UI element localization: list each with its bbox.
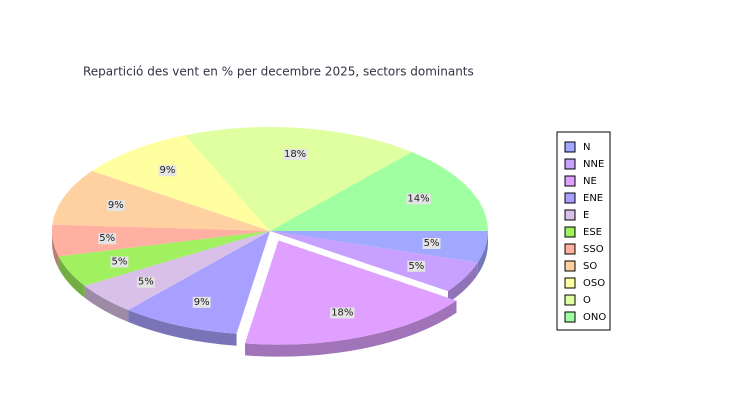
data-label-bg (106, 200, 125, 212)
data-label: 9% (194, 297, 210, 308)
legend-label: ENE (583, 193, 603, 204)
legend-swatch (564, 243, 576, 255)
data-label: 5% (138, 277, 154, 288)
legend-label: N (583, 142, 590, 153)
slice-side (245, 300, 457, 357)
data-label: 5% (99, 233, 115, 244)
slice-side (477, 231, 488, 275)
data-label-bg (407, 260, 426, 272)
legend-swatch (564, 209, 576, 221)
data-label: 14% (407, 193, 429, 204)
legend-label: ESE (583, 227, 602, 238)
slice (84, 231, 270, 310)
slice-side (52, 231, 59, 269)
legend-label: ONO (583, 312, 606, 323)
data-label-bg (422, 237, 441, 249)
data-label: 18% (331, 307, 353, 318)
data-label-bg (136, 276, 155, 288)
slice (58, 231, 271, 286)
slice-side (128, 309, 237, 346)
slice (52, 170, 270, 231)
data-label-bg (110, 256, 129, 268)
slice (185, 127, 412, 231)
legend-swatch (564, 175, 576, 187)
legend-swatch (564, 277, 576, 289)
pie: 5% 5% 18% 9% 5% 5% 5% 9% 9% 18% 14% (52, 127, 488, 357)
legend-label: OSO (583, 278, 605, 289)
legend-label: SSO (583, 244, 604, 255)
data-label-bg (406, 193, 431, 205)
legend-swatch (564, 226, 576, 238)
legend: N NNE NE ENE E ESE SSO SO OSO O ONO (564, 141, 606, 323)
slice (92, 135, 270, 231)
legend-label: NNE (583, 159, 604, 170)
legend-label: NE (583, 176, 597, 187)
legend-swatch (564, 311, 576, 323)
slice (245, 240, 457, 345)
data-label-bg (330, 307, 355, 319)
slice-side (447, 262, 478, 304)
data-label: 9% (108, 200, 124, 211)
data-label: 9% (160, 165, 176, 176)
legend-label: SO (583, 261, 597, 272)
data-label-bg (98, 233, 117, 245)
slice (270, 152, 488, 231)
legend-swatch (564, 260, 576, 272)
chart-title: Repartició des vent en % per decembre 20… (83, 65, 474, 79)
data-label-bg (158, 165, 177, 177)
data-label: 18% (284, 149, 306, 160)
data-label-bg (192, 296, 211, 308)
data-label: 5% (408, 261, 424, 272)
data-label-bg (282, 148, 308, 160)
slice (52, 224, 270, 257)
data-label: 5% (424, 238, 440, 249)
slice-side (58, 256, 85, 298)
slice (128, 231, 270, 334)
slice (270, 231, 478, 292)
slice-side (84, 285, 129, 322)
data-label: 5% (111, 256, 127, 267)
legend-swatch (564, 158, 576, 170)
legend-label: E (583, 210, 589, 221)
legend-swatch (564, 294, 576, 306)
legend-label: O (583, 295, 591, 306)
legend-swatch (564, 192, 576, 204)
legend-swatch (564, 141, 576, 153)
